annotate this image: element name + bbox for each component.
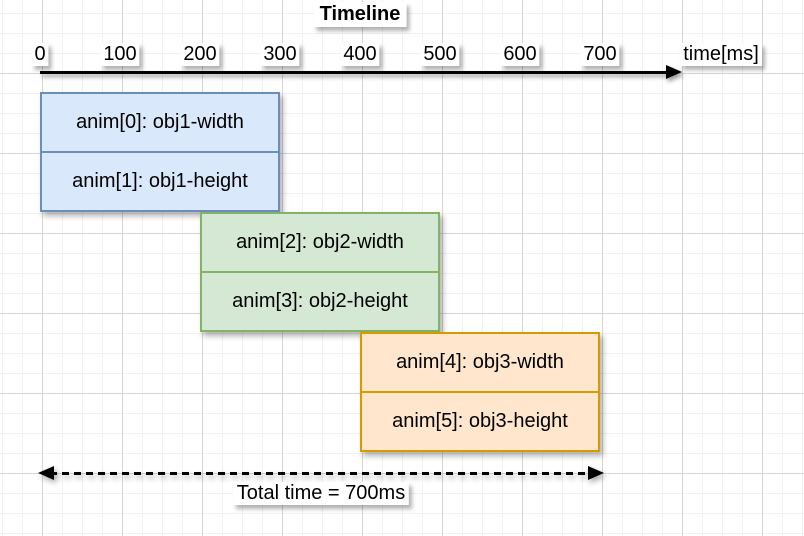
arrowhead-right-icon <box>588 466 604 480</box>
axis-tick-200: 200 <box>180 43 220 66</box>
bar-group-obj3: anim[4]: obj3-width anim[5]: obj3-height <box>360 332 600 452</box>
diagram-title: Timeline <box>313 2 407 27</box>
axis-tick-400: 400 <box>340 43 380 66</box>
axis-tick-700: 700 <box>580 43 620 66</box>
bar-label: anim[2]: obj2-width <box>236 231 404 253</box>
arrowhead-left-icon <box>38 466 54 480</box>
timeline-bar-anim2: anim[2]: obj2-width <box>200 212 440 273</box>
axis-line <box>40 71 669 74</box>
axis-unit-label: time[ms] <box>680 43 762 66</box>
bar-label: anim[4]: obj3-width <box>396 351 564 373</box>
timeline-bar-anim0: anim[0]: obj1-width <box>40 92 280 153</box>
timeline-bar-anim1: anim[1]: obj1-height <box>40 151 280 212</box>
axis-tick-0: 0 <box>31 43 49 66</box>
bar-label: anim[0]: obj1-width <box>76 111 244 133</box>
axis-tick-600: 600 <box>500 43 540 66</box>
total-span-arrow <box>38 465 604 481</box>
timeline-bar-anim4: anim[4]: obj3-width <box>360 332 600 393</box>
axis-tick-100: 100 <box>100 43 140 66</box>
bar-label: anim[1]: obj1-height <box>72 170 248 192</box>
bar-group-obj1: anim[0]: obj1-width anim[1]: obj1-height <box>40 92 280 212</box>
bar-label: anim[5]: obj3-height <box>392 410 568 432</box>
total-time-label: Total time = 700ms <box>232 482 410 505</box>
bar-group-obj2: anim[2]: obj2-width anim[3]: obj2-height <box>200 212 440 332</box>
bar-label: anim[3]: obj2-height <box>232 290 408 312</box>
timeline-bar-anim5: anim[5]: obj3-height <box>360 391 600 452</box>
axis-tick-500: 500 <box>420 43 460 66</box>
axis-arrowhead-icon <box>666 65 682 79</box>
time-axis <box>40 64 682 81</box>
timeline-bar-anim3: anim[3]: obj2-height <box>200 271 440 332</box>
axis-tick-300: 300 <box>260 43 300 66</box>
dashed-line <box>50 472 592 475</box>
